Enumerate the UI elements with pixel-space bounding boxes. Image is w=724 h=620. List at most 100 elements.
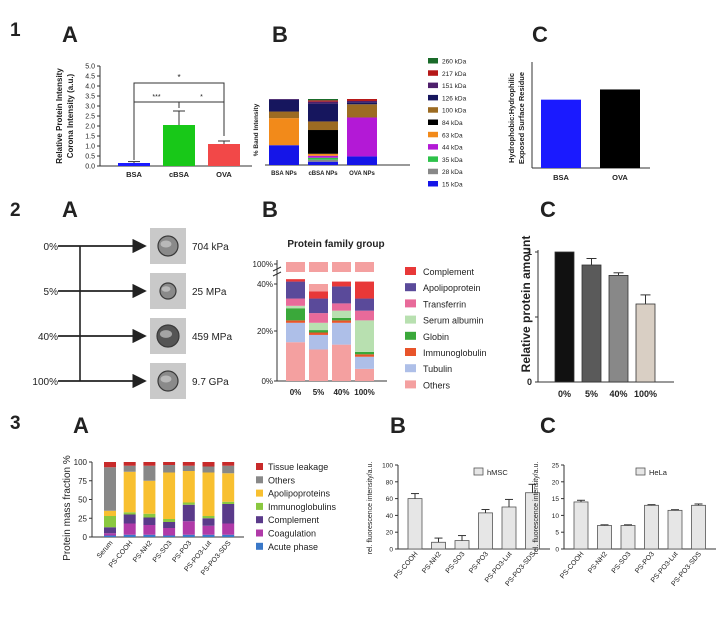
- ylabel-1b: % Band Intensity: [253, 103, 260, 156]
- bar-3a-seg: [163, 472, 176, 519]
- bar-1b-seg: [269, 145, 299, 165]
- diagram-2a-level: 100%: [32, 377, 58, 388]
- sig-1a-left: ***: [152, 94, 160, 101]
- diagram-2a-level: 5%: [44, 287, 59, 298]
- bar-3a-seg: [202, 516, 215, 519]
- bar-3a-seg: [104, 516, 116, 528]
- legend-2b-label: Others: [423, 380, 451, 390]
- legend-2b-swatch: [405, 315, 416, 324]
- diagram-2a-modulus: 25 MPa: [192, 287, 227, 298]
- bar-2b-seg: [309, 332, 328, 335]
- bar-2b-seg: [332, 281, 351, 287]
- bar-3a-seg: [222, 465, 235, 474]
- bar-3a-seg: [163, 519, 176, 522]
- diagram-2a-highlight: [159, 330, 173, 338]
- bar-2b-seg: [286, 305, 305, 309]
- bar-2b-seg: [355, 351, 374, 355]
- bar-2b-seg: [286, 342, 305, 381]
- bar-2b-seg: [309, 334, 328, 350]
- bar-3b: [501, 506, 517, 550]
- bar-3a-seg: [202, 534, 215, 537]
- xlabel-3b: PS-COOH: [393, 551, 419, 581]
- bar-2b-top-segment: [332, 262, 351, 272]
- legend-1b-swatch: [428, 156, 438, 162]
- bar-1b-seg: [269, 111, 299, 119]
- legend-1b-swatch: [428, 70, 438, 76]
- ylabel-1a-l1: Relative Protein Intensity: [55, 68, 64, 164]
- tick-label-3a: 75: [78, 477, 87, 486]
- diagram-2a-highlight: [160, 375, 172, 383]
- xlabel-1b: OVA NPs: [349, 171, 375, 177]
- xlabel-2b: 0%: [290, 388, 302, 397]
- panel-letter-1b: B: [272, 22, 288, 47]
- bar-3a-seg: [222, 534, 235, 537]
- bar-2b-top-segment: [286, 262, 305, 272]
- xlabel-3b: PS-NH2: [421, 551, 443, 575]
- panel-letter-3a: A: [73, 413, 89, 438]
- tick-label-1a: 3.0: [85, 104, 95, 111]
- tick-label-3b: 40: [386, 513, 394, 520]
- bar-1b-seg: [347, 117, 377, 157]
- legend-1b-label: 217 kDa: [442, 71, 467, 78]
- legend-3c-swatch: [635, 467, 646, 476]
- legend-3b-swatch: [473, 467, 484, 476]
- xlabel-3c: PS-SO3: [611, 551, 633, 575]
- legend-1b-label: 15 kDa: [442, 182, 463, 189]
- legend-1b-label: 126 kDa: [442, 95, 467, 102]
- xlabel-1a: OVA: [216, 170, 232, 179]
- xlabel-2c: 5%: [585, 389, 598, 399]
- tick-label-3b: 100: [382, 463, 393, 470]
- bar-3a-seg: [163, 465, 176, 473]
- diagram-2a-modulus: 704 kPa: [192, 242, 229, 253]
- tick-label-3b: 0: [389, 547, 393, 554]
- bar-2b-seg: [309, 322, 328, 331]
- tick-label-3b: 60: [386, 496, 394, 503]
- legend-2b-label: Tubulin: [423, 364, 452, 374]
- tick-label-2c: 0: [527, 377, 532, 387]
- bar-2b-seg: [309, 313, 328, 323]
- bar-3b: [407, 498, 423, 550]
- bar-1b-seg: [308, 100, 338, 102]
- legend-2b-label: Globin: [423, 332, 449, 342]
- ylabel-3c: rel. fluorescence intensity/a.u.: [533, 462, 540, 555]
- bar-1b-seg: [269, 99, 299, 100]
- bar-3a-seg: [123, 514, 136, 524]
- sig-1a-top: *: [177, 73, 180, 82]
- legend-1b-label: 100 kDa: [442, 108, 467, 115]
- bar-3a-seg: [182, 534, 195, 537]
- legend-3c-label: HeLa: [649, 468, 668, 477]
- bar-2b-top-segment: [309, 262, 328, 272]
- bar-3a-seg: [182, 462, 195, 466]
- row-label-2: 2: [10, 200, 21, 221]
- bar-3a-seg: [143, 465, 156, 481]
- bar-3a-seg: [104, 533, 116, 536]
- axis-break-2b: [272, 271, 282, 277]
- bar-1b-seg: [269, 99, 299, 112]
- legend-3a-swatch: [256, 542, 263, 550]
- xlabel-3a: PS-SO3: [152, 540, 174, 564]
- bar-3a-seg: [182, 502, 195, 505]
- bar-3a-seg: [143, 462, 156, 466]
- tick-label-1a: 5.0: [85, 64, 95, 71]
- bar-3a-seg: [202, 472, 215, 516]
- legend-2b-label: Serum albumin: [423, 316, 484, 326]
- xlabel-2c: 40%: [609, 389, 627, 399]
- tick-label-1a: 1.5: [85, 134, 95, 141]
- legend-2b-label: Apolipoprotein: [423, 283, 481, 293]
- bar-3a-seg: [163, 462, 176, 465]
- xlabel-1a: BSA: [126, 170, 142, 179]
- xlabel-1c: BSA: [553, 173, 569, 182]
- legend-1b-label: 151 kDa: [442, 83, 467, 90]
- bar-3a-seg: [104, 527, 116, 534]
- tick-label-3c: 15: [552, 496, 560, 503]
- bar-2b-seg: [355, 320, 374, 352]
- legend-1b-label: 35 kDa: [442, 157, 463, 164]
- bar-2b-seg: [332, 303, 351, 311]
- bar-2b-seg: [332, 320, 351, 323]
- tick-label-3a: 25: [78, 514, 87, 523]
- xlabel-2b: 40%: [333, 388, 349, 397]
- tick-label-1a: 2.0: [85, 124, 95, 131]
- bar-3a-seg: [202, 518, 215, 526]
- bar-3a-seg: [143, 517, 156, 525]
- panel-letter-3b: B: [390, 413, 406, 438]
